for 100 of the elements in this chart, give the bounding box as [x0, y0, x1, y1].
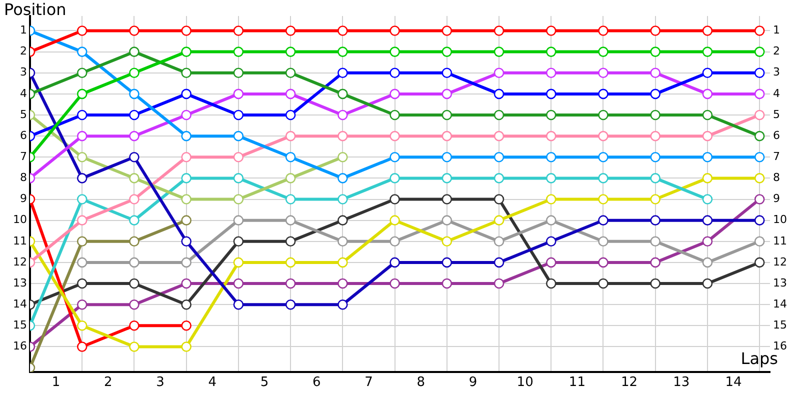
point [181, 88, 192, 100]
point [702, 152, 713, 162]
point [390, 257, 400, 268]
point [285, 46, 296, 57]
point [546, 26, 556, 36]
y2-tick-label: 2 [773, 44, 780, 58]
point [442, 110, 452, 120]
point [442, 26, 452, 36]
point [233, 130, 244, 142]
y2-tick-label: 10 [773, 213, 787, 226]
point [702, 68, 713, 78]
point [338, 236, 348, 247]
y-tick-label: 10 [13, 213, 27, 226]
y2-tick-label: 7 [773, 150, 780, 163]
point [129, 342, 140, 352]
point [494, 257, 504, 268]
point [76, 46, 88, 57]
point [338, 173, 348, 184]
point [442, 130, 452, 142]
point [702, 26, 713, 36]
point [494, 236, 504, 247]
point [390, 152, 400, 162]
point [442, 278, 452, 289]
point [754, 130, 765, 142]
point [702, 88, 713, 100]
point [442, 88, 452, 100]
point [702, 130, 713, 142]
point [754, 152, 765, 162]
point [754, 194, 765, 204]
y-tick-label: 14 [13, 297, 27, 310]
point [181, 299, 192, 310]
point [494, 215, 504, 226]
y-axis-title: Position [4, 0, 66, 19]
point [338, 299, 348, 310]
y-tick-label: 2 [20, 44, 27, 58]
point [285, 152, 296, 162]
point [285, 130, 296, 142]
point [754, 215, 765, 226]
point [338, 194, 348, 204]
y2-tick-label: 8 [773, 171, 780, 184]
point [546, 215, 556, 226]
point [650, 236, 660, 247]
x-tick-label: 11 [568, 375, 586, 390]
x-tick-label: 7 [364, 375, 373, 390]
point [338, 215, 348, 226]
point [285, 278, 296, 289]
y-tick-label: 11 [13, 234, 27, 248]
point [181, 152, 192, 162]
point [129, 173, 140, 184]
point [285, 26, 296, 36]
point [546, 110, 556, 120]
point [546, 257, 556, 268]
point [494, 110, 504, 120]
point [181, 26, 192, 36]
point [76, 278, 88, 289]
point [233, 46, 244, 57]
point [76, 236, 88, 247]
point [181, 68, 192, 78]
point [494, 278, 504, 289]
point [285, 88, 296, 100]
point [390, 236, 400, 247]
point [76, 26, 88, 36]
point [233, 110, 244, 120]
point [76, 215, 88, 226]
point [129, 320, 140, 331]
point [494, 26, 504, 36]
x-tick-label: 9 [468, 375, 478, 390]
point [598, 173, 608, 184]
point [598, 236, 608, 247]
point [754, 173, 765, 184]
point [442, 257, 452, 268]
y-tick-label: 3 [20, 66, 27, 79]
point [338, 278, 348, 289]
point [598, 26, 608, 36]
x-tick-label: 8 [416, 375, 425, 390]
y2-tick-label: 14 [773, 297, 787, 310]
y2-tick-label: 3 [773, 66, 780, 79]
x-tick-label: 13 [673, 375, 690, 390]
x-tick-label: 1 [52, 375, 60, 390]
point [338, 68, 348, 78]
point [494, 68, 504, 78]
point [181, 236, 192, 247]
point [285, 110, 296, 120]
point [702, 46, 713, 57]
point [546, 88, 556, 100]
point [233, 26, 244, 36]
y2-tick-label: 12 [773, 255, 787, 268]
point [442, 236, 452, 247]
point [129, 26, 140, 36]
point [390, 46, 400, 57]
y-tick-label: 9 [20, 192, 27, 206]
point [754, 68, 765, 78]
y-tick-label: 4 [20, 86, 27, 100]
point [494, 88, 504, 100]
point [76, 173, 88, 184]
y-tick-label: 13 [13, 276, 27, 290]
x-tick-label: 6 [312, 375, 321, 390]
point [233, 173, 244, 184]
point [233, 299, 244, 310]
y-tick-label: 16 [13, 340, 27, 353]
